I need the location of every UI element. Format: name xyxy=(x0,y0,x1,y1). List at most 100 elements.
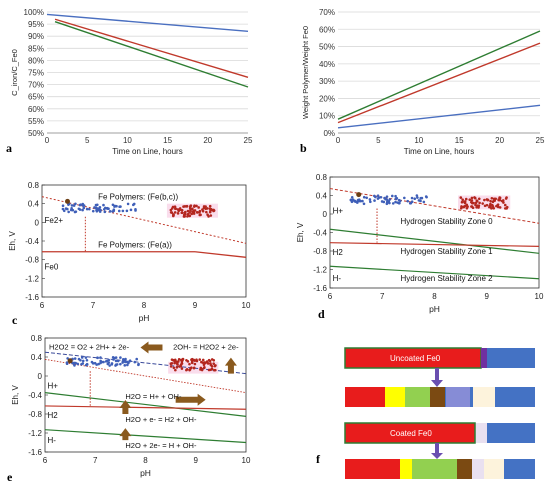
y-axis-label: Eh, V xyxy=(11,385,20,405)
data-point-blue xyxy=(385,202,389,206)
panel-label-f: f xyxy=(316,452,320,466)
data-point-red xyxy=(193,359,197,362)
data-point-blue xyxy=(376,197,380,200)
data-point-red xyxy=(195,204,198,208)
data-point-blue xyxy=(74,202,77,206)
data-point-red xyxy=(483,204,487,208)
bar-label-coated: Coated Fe0 xyxy=(390,429,432,438)
data-point-blue xyxy=(115,204,118,208)
bar-segment-green xyxy=(412,459,457,479)
y-axis-label: C_iron/C_Fe0 xyxy=(10,49,19,96)
marker-brown xyxy=(67,358,73,364)
x-tick-label: 8 xyxy=(142,301,147,310)
data-point-blue xyxy=(108,364,111,367)
arrow-head xyxy=(431,380,443,387)
y-tick-label: 95% xyxy=(28,20,44,29)
data-point-blue xyxy=(351,198,355,201)
data-point-blue xyxy=(88,207,91,211)
y-tick-label: -0.8 xyxy=(28,410,42,419)
data-point-blue xyxy=(132,203,135,207)
bar-segment-yellow xyxy=(400,459,412,479)
data-point-blue xyxy=(356,198,360,202)
zone-boundary-0 xyxy=(329,228,540,254)
x-tick-label: 8 xyxy=(432,292,437,301)
annotation-h-plus: H+ xyxy=(333,206,344,215)
data-point-blue xyxy=(397,198,401,202)
x-axis-label: Time on Line, hours xyxy=(404,147,474,156)
data-point-blue xyxy=(425,195,428,199)
data-point-red xyxy=(188,205,192,209)
data-point-blue xyxy=(114,356,118,359)
y-tick-label: 0.4 xyxy=(28,200,40,209)
annotation-water-reduction-2: H2O + 2e- = H + OH- xyxy=(125,441,197,450)
data-point-blue xyxy=(81,202,85,206)
data-point-blue xyxy=(123,360,127,364)
data-point-red xyxy=(192,212,196,215)
data-point-red xyxy=(505,196,508,199)
data-point-red xyxy=(185,205,189,208)
data-point-blue xyxy=(74,361,77,365)
data-point-blue xyxy=(80,356,84,359)
y-axis-label: Eh, V xyxy=(296,222,305,242)
data-point-blue xyxy=(349,198,353,202)
data-point-blue xyxy=(121,360,125,363)
y-tick-label: -1.2 xyxy=(25,274,39,283)
data-point-blue xyxy=(85,207,89,211)
data-point-blue xyxy=(123,364,127,367)
data-point-blue xyxy=(394,194,397,198)
data-point-red xyxy=(210,208,214,212)
arrow-right-brown xyxy=(175,393,206,406)
data-point-red xyxy=(173,205,177,208)
data-point-red xyxy=(188,214,192,218)
series-line-2 xyxy=(337,30,541,120)
bar-segment-brown xyxy=(430,387,445,407)
series-line-0 xyxy=(46,13,249,33)
annotation-h2: H2 xyxy=(333,248,344,257)
data-point-blue xyxy=(91,362,95,365)
data-point-red xyxy=(180,208,184,212)
data-point-red xyxy=(210,358,214,361)
data-point-red xyxy=(214,364,217,367)
data-point-blue xyxy=(102,207,106,211)
data-point-red xyxy=(169,365,173,368)
y-tick-label: -0.4 xyxy=(313,229,327,238)
data-point-red xyxy=(489,205,492,209)
data-point-blue xyxy=(66,357,69,360)
y-tick-label: 100% xyxy=(24,8,44,17)
data-point-blue xyxy=(99,356,102,359)
data-point-blue xyxy=(118,205,121,208)
data-point-red xyxy=(182,213,186,217)
annotation-h2: H2 xyxy=(48,411,59,420)
arrow-up-brown xyxy=(119,400,132,414)
data-point-red xyxy=(205,210,208,214)
data-point-blue xyxy=(354,200,357,203)
x-tick-label: 25 xyxy=(536,136,545,145)
y-tick-label: 70% xyxy=(28,81,44,90)
data-point-red xyxy=(201,209,205,213)
data-point-blue xyxy=(126,363,129,367)
y-tick-label: -0.8 xyxy=(25,256,39,265)
chart-a: 50% 55% 60% 65% 70% 75% 80% 85% 90% 95% 100% 0 5 10 15… xyxy=(10,8,253,156)
annotation-h-minus: H- xyxy=(333,274,342,283)
data-point-red xyxy=(178,208,182,212)
data-point-red xyxy=(177,360,180,363)
data-point-blue xyxy=(67,210,70,214)
data-point-red xyxy=(471,206,475,210)
data-point-blue xyxy=(403,196,406,200)
x-tick-label: 7 xyxy=(93,456,98,465)
data-point-blue xyxy=(126,202,130,206)
data-point-red xyxy=(189,209,192,212)
data-point-blue xyxy=(133,360,137,364)
data-point-red xyxy=(173,360,177,364)
data-point-red xyxy=(463,200,467,203)
y-tick-label: 0 xyxy=(35,218,40,227)
data-point-red xyxy=(463,204,467,208)
data-point-red xyxy=(214,368,217,372)
data-point-red xyxy=(498,196,502,200)
y-tick-label: 50% xyxy=(319,43,335,52)
data-point-red xyxy=(491,205,495,208)
x-tick-label: 7 xyxy=(380,292,385,301)
bar-segment-red xyxy=(345,459,400,479)
annotation-h2o2-oxidation: H2O2 = O2 + 2H+ + 2e- xyxy=(49,343,130,352)
data-point-red xyxy=(209,363,213,367)
